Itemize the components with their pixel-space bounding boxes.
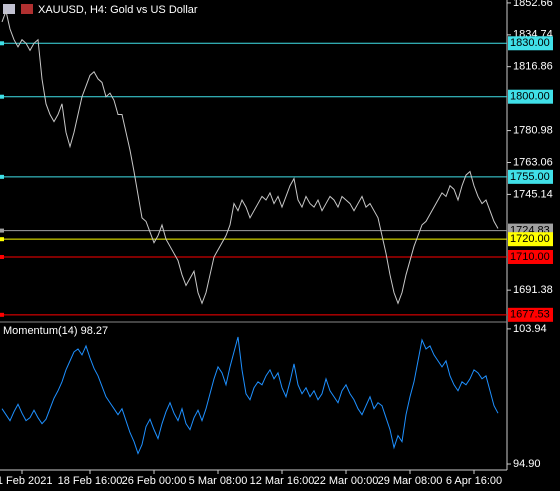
x-tick-label: 18 Feb 16:00 — [58, 475, 123, 487]
level-label-box — [508, 249, 553, 264]
y-tick-label: 1852.66 — [513, 0, 553, 9]
level-label: 1800.00 — [510, 91, 550, 103]
y-tick-label: 1691.38 — [513, 284, 553, 296]
y-tick-label: 1816.86 — [513, 61, 553, 73]
level-label: 1755.00 — [510, 171, 550, 183]
series-line — [1, 9, 499, 305]
y-tick-label: 103.94 — [513, 323, 547, 335]
level-label-box — [508, 36, 553, 51]
chart-title: XAUUSD, H4: Gold vs US Dollar — [38, 4, 198, 16]
level-marker — [0, 174, 4, 179]
x-tick-label: 29 Mar 08:00 — [378, 475, 443, 487]
x-tick-label: 26 Feb 00:00 — [122, 475, 187, 487]
x-tick-label: 11 Feb 2021 — [0, 475, 52, 487]
level-label: 1830.00 — [510, 37, 550, 49]
x-tick-label: 6 Apr 16:00 — [446, 475, 502, 487]
x-tick-label: 22 Mar 00:00 — [314, 475, 379, 487]
level-marker — [0, 41, 4, 46]
x-tick-label: 12 Mar 16:00 — [250, 475, 315, 487]
y-tick-label: 1780.98 — [513, 124, 553, 136]
level-marker — [0, 237, 4, 242]
series-line — [1, 336, 499, 455]
level-marker — [0, 312, 4, 317]
level-label-box — [508, 307, 553, 322]
level-label: 1677.53 — [510, 309, 550, 321]
x-tick-label: 5 Mar 08:00 — [189, 475, 248, 487]
level-label-box — [508, 89, 553, 104]
level-label-box — [508, 232, 553, 247]
y-tick-label: 1745.14 — [513, 188, 553, 200]
level-label: 1710.00 — [510, 251, 550, 263]
level-label-box — [508, 169, 553, 184]
y-tick-label: 94.90 — [513, 458, 541, 470]
level-label: 1720.00 — [510, 233, 550, 245]
level-marker — [0, 94, 4, 99]
flag-icon — [21, 4, 33, 14]
symbol-icon — [3, 4, 15, 14]
indicator-title: Momentum(14) 98.27 — [3, 325, 108, 337]
y-tick-label: 1763.06 — [513, 156, 553, 168]
level-marker — [0, 254, 4, 259]
level-marker — [0, 228, 4, 233]
